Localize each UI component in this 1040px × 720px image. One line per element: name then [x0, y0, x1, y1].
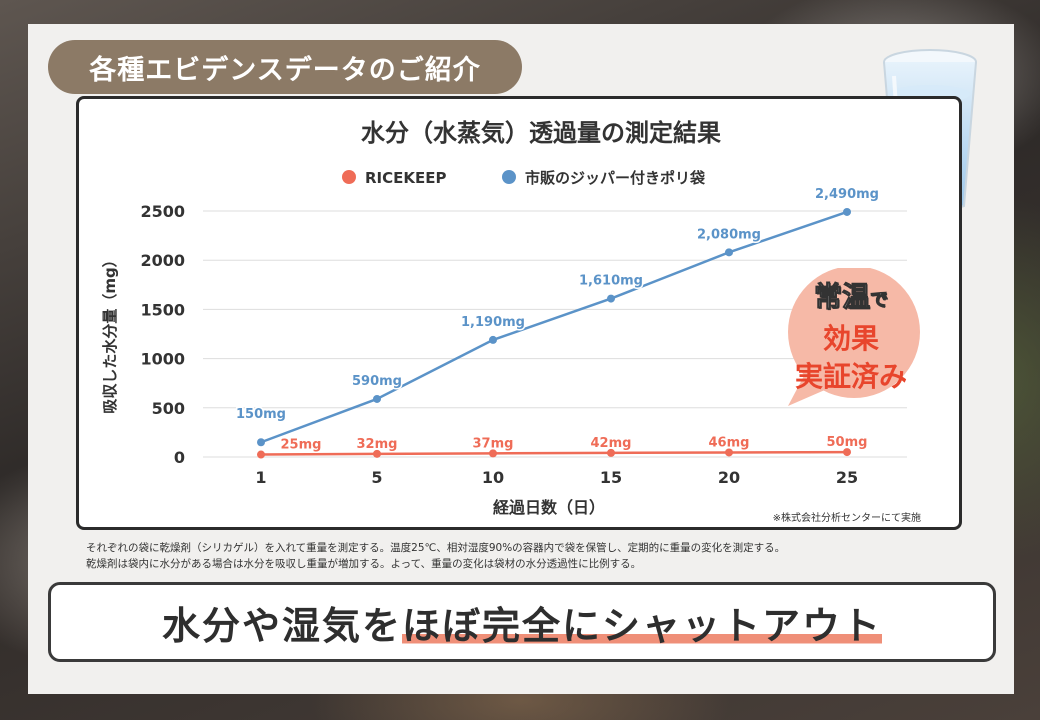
data-point-ricekeep	[843, 448, 851, 457]
y-tick-label: 500	[152, 399, 185, 418]
conclusion-text: 水分や湿気を	[161, 603, 402, 648]
x-tick-label: 20	[718, 468, 740, 487]
conclusion-highlight: ほぼ完全にシャットアウト	[402, 603, 883, 648]
data-point-zipper-bag	[843, 207, 851, 216]
legend-marker-ricekeep	[342, 170, 356, 184]
chart-container: 水分（水蒸気）透過量の測定結果 RICEKEEP 市販のジッパー付きポリ袋 0 5…	[76, 96, 962, 530]
y-tick-label: 2000	[140, 251, 185, 270]
y-tick-label: 1000	[140, 350, 185, 369]
data-point-ricekeep	[257, 450, 265, 459]
data-label-ricekeep: 32mg	[357, 437, 398, 452]
data-point-zipper-bag	[607, 294, 615, 303]
data-label-zipper-bag: 2,490mg	[815, 187, 879, 202]
x-tick-label: 15	[600, 468, 622, 487]
data-label-ricekeep: 25mg	[281, 438, 322, 453]
header-tag: 各種エビデンスデータのご紹介	[48, 40, 522, 94]
chart-grid	[203, 210, 907, 458]
data-point-ricekeep	[725, 448, 733, 457]
badge-line2: 効果	[822, 322, 879, 355]
y-tick-label: 2500	[140, 202, 185, 221]
chart-legend: RICEKEEP 市販のジッパー付きポリ袋	[342, 169, 706, 187]
y-tick-label: 1500	[140, 300, 185, 319]
data-point-ricekeep	[373, 449, 381, 458]
badge-line3: 実証済み	[794, 360, 907, 393]
x-axis-ticks: 1 5 10 15 20 25	[255, 468, 858, 487]
data-point-zipper-bag	[489, 335, 497, 344]
data-label-ricekeep: 37mg	[473, 436, 514, 451]
data-label-zipper-bag: 150mg	[236, 407, 286, 422]
speech-bubble	[788, 266, 920, 406]
x-axis-label: 経過日数（日）	[493, 498, 605, 517]
legend-label-zipper-bag: 市販のジッパー付きポリ袋	[525, 169, 706, 187]
x-tick-label: 10	[482, 468, 504, 487]
source-note: ※株式会社分析センターにて実施	[773, 511, 921, 524]
legend-label-ricekeep: RICEKEEP	[365, 169, 447, 187]
data-point-zipper-bag	[373, 394, 381, 403]
data-point-ricekeep	[489, 449, 497, 458]
x-tick-label: 5	[371, 468, 382, 487]
conclusion-banner: 水分や湿気をほぼ完全にシャットアウト	[48, 582, 996, 662]
chart-series: 25mg 32mg 37mg 42mg 46mg 50mg 150mg 590mg 1,190m…	[235, 185, 880, 459]
data-label-ricekeep: 42mg	[591, 436, 632, 451]
y-axis-ticks: 0 500 1000 1500 2000 2500	[140, 202, 185, 467]
data-label-ricekeep: 46mg	[709, 435, 750, 450]
data-point-ricekeep	[607, 448, 615, 457]
method-note-2: 乾燥剤は袋内に水分がある場合は水分を吸収し重量が増加する。よって、重量の変化は袋…	[86, 558, 642, 570]
line-chart: 水分（水蒸気）透過量の測定結果 RICEKEEP 市販のジッパー付きポリ袋 0 5…	[101, 119, 921, 524]
x-tick-label: 25	[836, 468, 858, 487]
x-tick-label: 1	[255, 468, 266, 487]
data-label-zipper-bag: 2,080mg	[697, 227, 761, 242]
effect-proven-badge: 常温で 効果 実証済み	[776, 266, 926, 410]
data-point-zipper-bag	[725, 248, 733, 257]
data-label-ricekeep: 50mg	[827, 435, 868, 450]
method-note-1: それぞれの袋に乾燥剤（シリカゲル）を入れて重量を測定する。温度25℃、相対湿度9…	[86, 542, 786, 554]
data-label-zipper-bag: 590mg	[352, 374, 402, 389]
series-line-zipper-bag	[260, 210, 848, 444]
y-tick-label: 0	[174, 448, 185, 467]
badge-line1-suffix: で	[870, 290, 889, 312]
legend-marker-zipper-bag	[502, 170, 516, 184]
chart-title: 水分（水蒸気）透過量の測定結果	[361, 119, 721, 147]
data-point-zipper-bag	[257, 438, 265, 447]
badge-line1: 常温	[813, 280, 870, 314]
data-label-zipper-bag: 1,610mg	[579, 274, 643, 289]
data-label-zipper-bag: 1,190mg	[461, 315, 525, 330]
y-axis-label: 吸収した水分量（mg）	[101, 252, 119, 413]
series-line-ricekeep	[260, 450, 848, 456]
